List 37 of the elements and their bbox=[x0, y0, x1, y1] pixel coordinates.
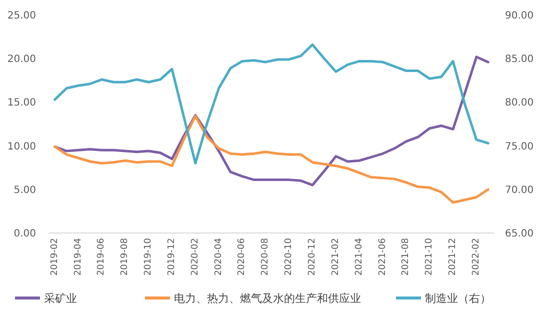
legend-label: 制造业（右） bbox=[425, 292, 491, 305]
y-tick-label: 5.00 bbox=[14, 184, 36, 196]
x-tick-label: 2020-10 bbox=[284, 238, 294, 276]
x-tick-label: 2019-08 bbox=[120, 238, 130, 276]
legend-label: 采矿业 bbox=[44, 292, 77, 305]
line-series bbox=[54, 43, 490, 164]
y-tick-label: 20.00 bbox=[7, 54, 36, 66]
x-tick-label: 2019-02 bbox=[50, 238, 60, 276]
x-tick-label: 2019-06 bbox=[96, 238, 107, 276]
x-tick-label: 2020-08 bbox=[260, 238, 271, 276]
x-tick-label: 2019-12 bbox=[166, 238, 177, 276]
x-tick-label: 2021-10 bbox=[424, 238, 435, 276]
x-tick-label: 2021-12 bbox=[448, 238, 458, 276]
x-tick-label: 2020-06 bbox=[237, 238, 248, 276]
line-series bbox=[54, 114, 490, 204]
x-tick-label: 2022-02 bbox=[471, 238, 482, 276]
x-tick-label: 2020-04 bbox=[214, 238, 224, 276]
x-tick-label: 2021-04 bbox=[354, 238, 364, 276]
y2-tick-label: 90.00 bbox=[505, 10, 534, 22]
x-tick-label: 2020-02 bbox=[190, 238, 200, 276]
y2-tick-label: 75.00 bbox=[505, 141, 534, 152]
y-tick-label: 0.00 bbox=[14, 228, 36, 240]
x-tick-label: 2019-04 bbox=[73, 238, 84, 276]
x-tick-label: 2019-10 bbox=[144, 238, 154, 276]
y-tick-label: 10.00 bbox=[7, 141, 36, 152]
y2-tick-label: 70.00 bbox=[505, 184, 534, 196]
x-tick-label: 2021-02 bbox=[330, 238, 341, 276]
x-tick-label: 2021-08 bbox=[401, 238, 412, 276]
y-tick-label: 15.00 bbox=[7, 98, 36, 109]
y2-tick-label: 80.00 bbox=[505, 98, 534, 109]
y2-tick-label: 85.00 bbox=[505, 54, 534, 66]
legend-label: 电力、热力、燃气及水的生产和供应业 bbox=[174, 292, 361, 305]
y-tick-label: 25.00 bbox=[7, 10, 36, 22]
x-tick-label: 2021-06 bbox=[378, 238, 388, 276]
x-tick-label: 2020-12 bbox=[307, 238, 318, 276]
y2-tick-label: 65.00 bbox=[505, 228, 534, 240]
line-series bbox=[54, 56, 490, 186]
